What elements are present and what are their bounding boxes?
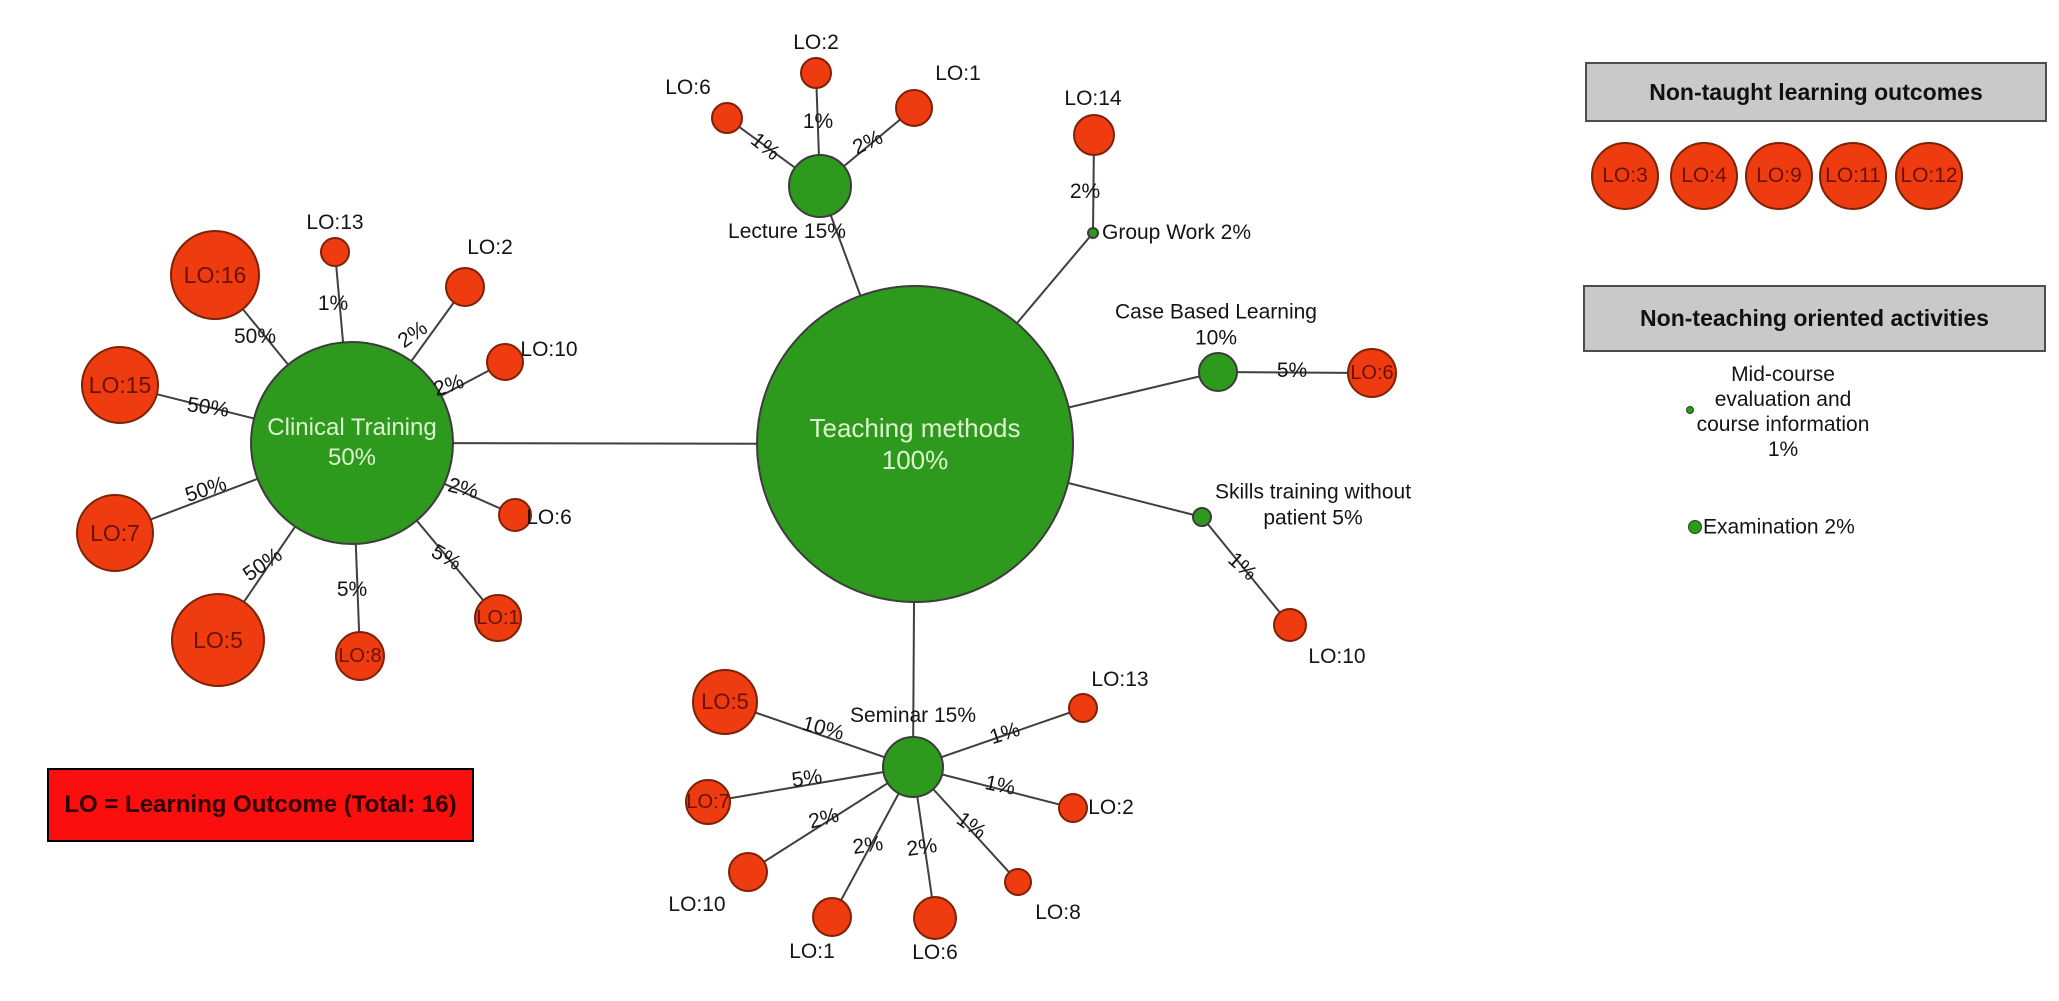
node-groupwork	[1087, 227, 1099, 239]
edge-label-clinical-cl_lo8: 5%	[336, 578, 368, 601]
node-label-cl_lo10: LO:10	[520, 338, 578, 362]
node-cb_lo6: LO:6	[1347, 348, 1397, 398]
node-lec_lo1	[895, 89, 933, 127]
node-label-seminar: Seminar 15%	[849, 704, 977, 728]
legend-note: LO = Learning Outcome (Total: 16)	[47, 768, 474, 842]
edge-label-casebased-cb_lo6: 5%	[1276, 359, 1308, 382]
node-cl_lo7: LO:7	[76, 494, 154, 572]
node-sem_lo7: LO:7	[685, 779, 731, 825]
node-label-cl_lo16: LO:16	[183, 261, 247, 288]
node-label-gw_lo14: LO:14	[1064, 87, 1122, 111]
node-clinical: Clinical Training 50%	[250, 341, 454, 545]
edge-label-clinical-cl_lo16: 50%	[233, 325, 277, 348]
node-cl_lo2	[445, 267, 485, 307]
node-cl_lo16: LO:16	[170, 230, 260, 320]
edge-line-seminar-sem_lo10	[747, 766, 914, 873]
node-sem_lo6	[913, 896, 957, 940]
node-sem_lo5: LO:5	[692, 669, 758, 735]
node-casebased	[1198, 352, 1238, 392]
node-label-cl_lo13: LO:13	[306, 211, 364, 235]
node-label-sem_lo8: LO:8	[1035, 901, 1081, 925]
node-label-sem_lo10: LO:10	[668, 893, 726, 917]
node-sem_lo13	[1068, 693, 1098, 723]
node-nt_dot2	[1688, 520, 1702, 534]
node-label-cl_lo2: LO:2	[467, 236, 513, 260]
edge-label-seminar-sem_lo1: 2%	[851, 832, 885, 860]
panel-header-non-teaching: Non-teaching oriented activities	[1583, 285, 2046, 352]
node-gw_lo14	[1073, 114, 1115, 156]
node-label-cl_lo8: LO:8	[338, 644, 382, 667]
node-label-cl_lo5: LO:5	[193, 626, 243, 653]
node-sem_lo10	[728, 852, 768, 892]
node-cl_lo15: LO:15	[81, 346, 159, 424]
node-sem_lo8	[1004, 868, 1032, 896]
node-cl_lo6	[498, 498, 532, 532]
node-lec_lo2	[800, 57, 832, 89]
node-label-sem_lo7: LO:7	[686, 790, 730, 813]
node-label-sem_lo1: LO:1	[789, 940, 835, 964]
node-label-sem_lo5: LO:5	[701, 689, 749, 715]
node-label-cb_lo6: LO:6	[1350, 361, 1394, 384]
edge-label-clinical-cl_lo13: 1%	[317, 292, 349, 315]
node-label-leg_lo4: LO:4	[1681, 163, 1727, 187]
node-lec_lo6	[711, 102, 743, 134]
edge-label-seminar-sem_lo7: 5%	[790, 765, 824, 793]
activity-examination-label: Examination 2%	[1703, 515, 1855, 539]
node-label-sk_lo10: LO:10	[1308, 645, 1366, 669]
node-label-cl_lo15: LO:15	[88, 371, 152, 398]
node-cl_lo5: LO:5	[171, 593, 265, 687]
node-label-casebased: Case Based Learning 10%	[1115, 300, 1317, 349]
node-label-cl_lo6: LO:6	[526, 506, 572, 530]
node-cl_lo8: LO:8	[335, 631, 385, 681]
node-sem_lo1	[812, 897, 852, 937]
node-leg_lo12: LO:12	[1895, 142, 1963, 210]
node-label-leg_lo12: LO:12	[1900, 163, 1958, 187]
node-label-clinical: Clinical Training 50%	[267, 414, 437, 471]
edge-line-casebased-cb_lo6	[1217, 371, 1373, 374]
edge-label-seminar-sem_lo6: 2%	[905, 834, 939, 862]
node-skills	[1192, 507, 1212, 527]
edge-line-skills-sk_lo10	[1201, 516, 1291, 626]
node-label-lec_lo2: LO:2	[793, 31, 839, 55]
panel-header-non-taught: Non-taught learning outcomes	[1585, 62, 2047, 122]
node-label-sem_lo2: LO:2	[1088, 796, 1134, 820]
node-label-leg_lo9: LO:9	[1756, 163, 1802, 187]
node-leg_lo11: LO:11	[1819, 142, 1887, 210]
edge-line-seminar-sem_lo7	[707, 766, 914, 803]
node-seminar	[882, 736, 944, 798]
edge-line-seminar-sem_lo5	[724, 701, 914, 768]
node-label-lecture: Lecture 15%	[728, 220, 846, 244]
node-label-leg_lo11: LO:11	[1825, 163, 1881, 187]
node-sem_lo2	[1058, 793, 1088, 823]
node-cl_lo13	[320, 237, 350, 267]
node-lecture	[788, 154, 852, 218]
node-label-groupwork: Group Work 2%	[1102, 221, 1251, 245]
node-sk_lo10	[1273, 608, 1307, 642]
node-label-teaching: Teaching methods 100%	[809, 412, 1021, 476]
node-label-leg_lo3: LO:3	[1602, 163, 1648, 187]
node-cl_lo1: LO:1	[474, 594, 522, 642]
edge-label-lecture-lec_lo2: 1%	[802, 110, 834, 133]
node-label-cl_lo1: LO:1	[476, 606, 520, 629]
node-teaching: Teaching methods 100%	[756, 285, 1074, 603]
activity-midcourse-label: Mid-course evaluation and course informa…	[1696, 363, 1870, 461]
node-label-lec_lo1: LO:1	[935, 62, 981, 86]
node-leg_lo3: LO:3	[1591, 142, 1659, 210]
node-label-skills: Skills training without patient 5%	[1214, 480, 1412, 529]
node-label-sem_lo13: LO:13	[1091, 668, 1149, 692]
node-label-sem_lo6: LO:6	[912, 941, 958, 965]
node-nt_dot1	[1686, 406, 1694, 414]
node-leg_lo4: LO:4	[1670, 142, 1738, 210]
node-leg_lo9: LO:9	[1745, 142, 1813, 210]
edge-label-groupwork-gw_lo14: 2%	[1069, 180, 1101, 203]
node-cl_lo10	[486, 343, 524, 381]
node-label-lec_lo6: LO:6	[665, 76, 711, 100]
node-label-cl_lo7: LO:7	[90, 519, 140, 546]
